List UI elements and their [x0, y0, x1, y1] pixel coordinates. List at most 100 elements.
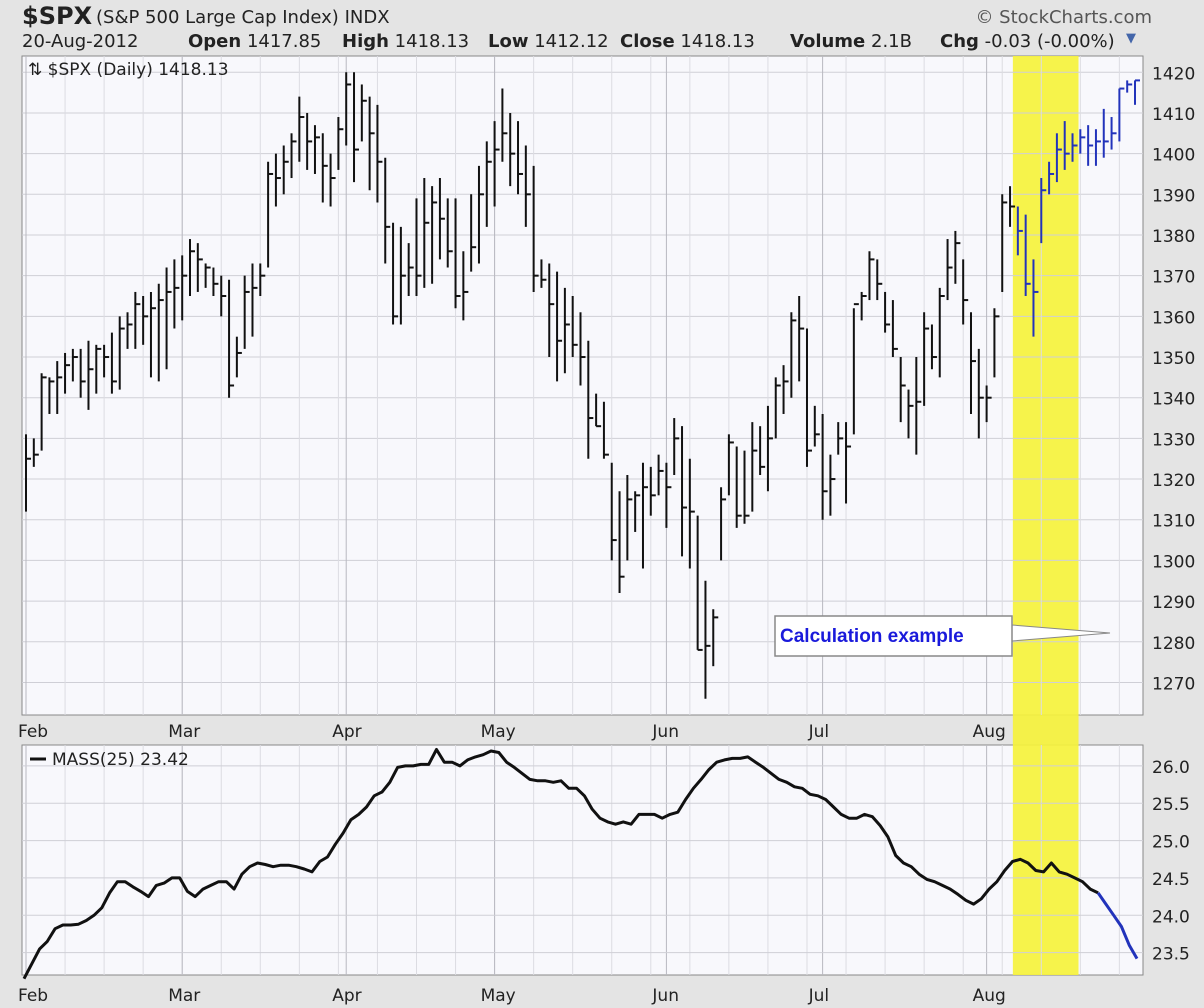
high-label: High	[342, 31, 389, 52]
price-bar	[399, 226, 406, 325]
price-bar	[751, 422, 758, 512]
price-bar	[915, 357, 922, 455]
price-y-tick-label: 1300	[1152, 552, 1195, 572]
price-bar	[126, 312, 133, 349]
price-bar	[329, 153, 336, 207]
high-quote: High 1418.13	[342, 31, 469, 52]
price-bar	[392, 222, 399, 325]
mass-x-tick-label: May	[481, 986, 516, 1006]
mass-line-recent	[1096, 892, 1139, 960]
price-bar	[548, 263, 555, 358]
price-bar	[563, 287, 570, 374]
price-bar	[774, 377, 781, 439]
price-bar	[1118, 87, 1125, 142]
dropdown-arrow-icon[interactable]: ▼	[1126, 31, 1136, 46]
price-bar	[1032, 259, 1039, 337]
price-bar	[134, 291, 141, 349]
price-bar	[938, 287, 945, 378]
price-bar	[688, 458, 695, 569]
price-bar	[165, 267, 172, 370]
price-bar	[712, 609, 719, 667]
price-bar	[103, 344, 110, 378]
price-panel	[21, 55, 1144, 716]
price-bar	[353, 72, 360, 183]
mass-y-tick-label: 24.5	[1152, 870, 1190, 890]
price-grid	[22, 56, 1143, 975]
price-bar	[524, 145, 531, 227]
price-bar	[1094, 129, 1101, 166]
price-bar	[196, 243, 203, 292]
price-bar	[157, 283, 164, 382]
price-bar	[376, 104, 383, 203]
price-bar	[720, 487, 727, 561]
price-y-tick-label: 1350	[1152, 349, 1195, 369]
price-bar	[149, 291, 156, 378]
brand-link[interactable]: © StockCharts.com	[975, 7, 1152, 28]
mass-y-tick-label: 23.5	[1152, 945, 1190, 965]
price-bar	[602, 401, 609, 459]
price-x-tick-label: Apr	[332, 722, 361, 742]
price-bar	[220, 275, 227, 317]
price-bar	[696, 515, 703, 651]
index-name: (S&P 500 Large Cap Index) INDX	[96, 7, 390, 28]
price-bar	[118, 316, 125, 390]
mass-x-tick-label: Jul	[808, 986, 830, 1006]
volume-value: 2.1B	[871, 31, 912, 52]
mass-y-tick-label: 25.0	[1152, 833, 1190, 853]
price-bar	[852, 303, 859, 435]
open-value: 1417.85	[246, 31, 322, 52]
price-bar	[681, 426, 688, 557]
price-bar	[634, 491, 641, 532]
price-y-tick-label: 1380	[1152, 227, 1195, 247]
price-bar	[321, 133, 328, 203]
price-bar	[1079, 129, 1086, 154]
price-bar	[1110, 117, 1117, 150]
price-bar	[837, 422, 844, 455]
mass-x-tick-label: Jun	[651, 986, 679, 1006]
price-y-tick-label: 1410	[1152, 105, 1195, 125]
price-bar	[71, 348, 78, 382]
low-value: 1412.12	[534, 31, 609, 52]
price-bar	[48, 377, 55, 414]
price-bar	[962, 259, 969, 325]
price-bar	[969, 312, 976, 414]
price-bar	[470, 194, 477, 272]
price-y-tick-label: 1270	[1152, 674, 1195, 694]
price-bar	[930, 324, 937, 370]
price-bar	[1063, 121, 1070, 170]
price-bar	[438, 178, 445, 260]
price-bar	[595, 393, 602, 428]
price-bar	[298, 96, 305, 162]
price-bar	[87, 340, 94, 410]
price-bar	[1134, 79, 1140, 105]
price-y-tick-label: 1400	[1152, 146, 1195, 166]
price-bar	[829, 454, 836, 516]
price-bar	[274, 153, 281, 207]
price-y-tick-label: 1330	[1152, 430, 1195, 450]
price-bar	[735, 446, 742, 528]
mass-x-tick-label: Aug	[973, 986, 1006, 1006]
mass-y-tick-label: 24.0	[1152, 907, 1190, 927]
price-bar	[790, 312, 797, 398]
index-full-name: (S&P 500 Large Cap Index)	[96, 7, 339, 28]
price-bar	[313, 125, 320, 174]
quote-date: 20-Aug-2012	[22, 31, 139, 52]
price-y-tick-label: 1340	[1152, 390, 1195, 410]
price-bar	[946, 239, 953, 301]
price-bar	[704, 580, 711, 699]
price-bar	[626, 474, 633, 561]
close-quote: Close 1418.13	[620, 31, 755, 52]
price-bar	[649, 466, 656, 516]
price-bar	[782, 365, 789, 414]
price-x-tick-label: Jul	[808, 722, 830, 742]
price-bar	[1055, 133, 1062, 183]
price-bar	[673, 418, 680, 475]
price-bar	[235, 336, 242, 378]
price-bar	[954, 230, 961, 284]
mass-y-tick-label: 25.5	[1152, 795, 1190, 815]
chart-header: $SPX (S&P 500 Large Cap Index) INDX © St…	[22, 2, 1152, 32]
price-bar	[251, 263, 258, 337]
volume-quote: Volume 2.1B	[790, 31, 912, 52]
price-bar	[360, 84, 367, 142]
